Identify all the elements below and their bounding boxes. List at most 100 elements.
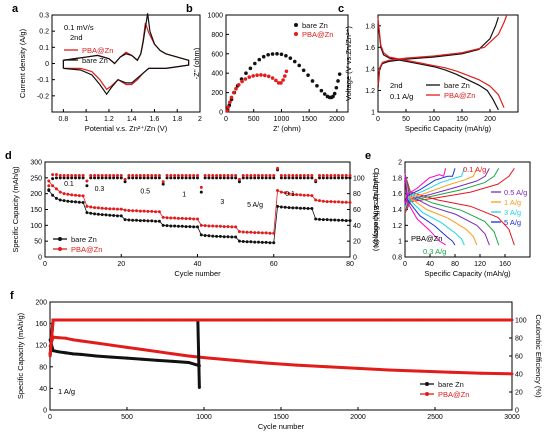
ce-point-black [161,182,165,186]
capacity-point-black [110,355,114,359]
y-tick-label: -0.2 [37,93,49,100]
capacity-point-red [211,224,215,228]
panel-label: d [5,150,12,162]
ce-point-black [108,176,112,180]
y-axis-label: Specific Capacity (mAh/g) [16,312,25,399]
x-tick-label: 1.2 [104,116,114,123]
eis-point-black [248,66,253,71]
ce-point-red [63,318,67,322]
rate-discharge-curve [404,173,456,246]
capacity-point-black [298,206,302,210]
capacity-point-black [173,224,177,228]
ce-point-black [348,176,352,180]
ce-point-red [268,173,272,177]
ce-point-black [154,176,158,180]
x-tick-label: 1.4 [127,116,137,123]
plot-frame-b [225,14,349,113]
capacity-point-red [70,193,74,197]
x-tick-label: 2500 [427,414,443,421]
ce-point-red [173,173,177,177]
capacity-point-red [63,336,67,340]
ce-point-black [257,176,260,180]
eis-point-black [334,85,339,90]
ce-point-black [218,176,222,180]
discharge-curve-red [377,18,505,108]
capacity-point-black [51,349,55,353]
annotation: 2nd [70,33,83,42]
ce-point-red [161,180,165,184]
ce-point-black [203,176,207,180]
ce-point-red [108,173,112,177]
capacity-point-black [348,219,352,223]
x-tick-label: 0 [376,116,380,123]
capacity-point-red [104,207,108,211]
capacity-point-red [479,371,483,375]
ce-point-red [62,173,66,177]
ce-point-black [54,176,58,180]
x-tick-label: 0 [43,261,47,268]
y-tick-label: 0 [219,110,223,117]
eis-point-red [251,74,255,78]
ce-point-red [260,173,264,177]
capacity-point-black [79,352,83,356]
capacity-point-red [276,189,280,192]
y2-tick-label: 80 [353,191,361,198]
ce-line-red [48,318,512,357]
capacity-point-red [140,348,144,352]
legend-label: PBA@Zn [82,46,113,55]
panel-label: f [10,290,14,302]
panel-label: e [365,150,371,162]
capacity-point-red [150,209,154,213]
ce-point-red [329,173,333,177]
capacity-point-black [325,218,329,222]
capacity-point-red [294,363,298,367]
capacity-point-black [291,206,295,210]
ce-point-black [112,176,116,180]
capacity-point-black [306,207,310,211]
capacity-point-red [291,192,295,196]
ce-point-black [66,176,70,180]
capacity-point-black [215,234,219,238]
x-tick-label: 500 [121,414,133,421]
capacity-point-black [94,354,98,358]
ce-point-red [125,318,129,322]
ce-point-red [96,173,100,177]
capacity-point-black [196,225,199,229]
y2-axis-label: Coulombic Efficiency (%) [534,314,543,398]
capacity-point-red [218,224,222,228]
ce-point-red [94,318,98,322]
ce-point-black [169,176,173,180]
ce-point-black [226,176,230,180]
eis-point-red [226,105,231,109]
capacity-point-red [222,225,226,229]
ce-point-red [321,173,325,177]
ce-point-red [325,173,329,177]
capacity-point-red [279,190,283,194]
ce-point-red [104,173,108,177]
capacity-point-red [89,205,93,209]
legend-label: bare Zn [71,235,97,244]
capacity-point-black [268,241,272,245]
y2-tick-label: 20 [353,239,361,246]
capacity-point-red [154,210,158,214]
ce-point-red [448,318,452,322]
ce-point-black [260,176,264,180]
ce-point-black [344,176,348,180]
ce-point-red [279,173,283,177]
capacity-point-black [115,214,119,218]
y-tick-label: 160 [35,321,47,328]
eis-point-black [292,59,297,64]
eis-point-red [228,100,232,105]
capacity-point-red [226,225,230,229]
eis-point-black [331,94,335,99]
y-tick-label: 150 [30,207,42,214]
rate-charge-curve [404,168,478,209]
capacity-point-black [100,213,104,217]
capacity-point-red [207,224,211,228]
y-tick-label: 1 [371,110,375,117]
ce-point-black [302,176,306,180]
y-tick-label: 100 [30,223,42,230]
legend-label: bare Zn [302,21,328,30]
capacity-point-black [119,214,123,218]
rate-label: 0.1 [64,181,74,188]
